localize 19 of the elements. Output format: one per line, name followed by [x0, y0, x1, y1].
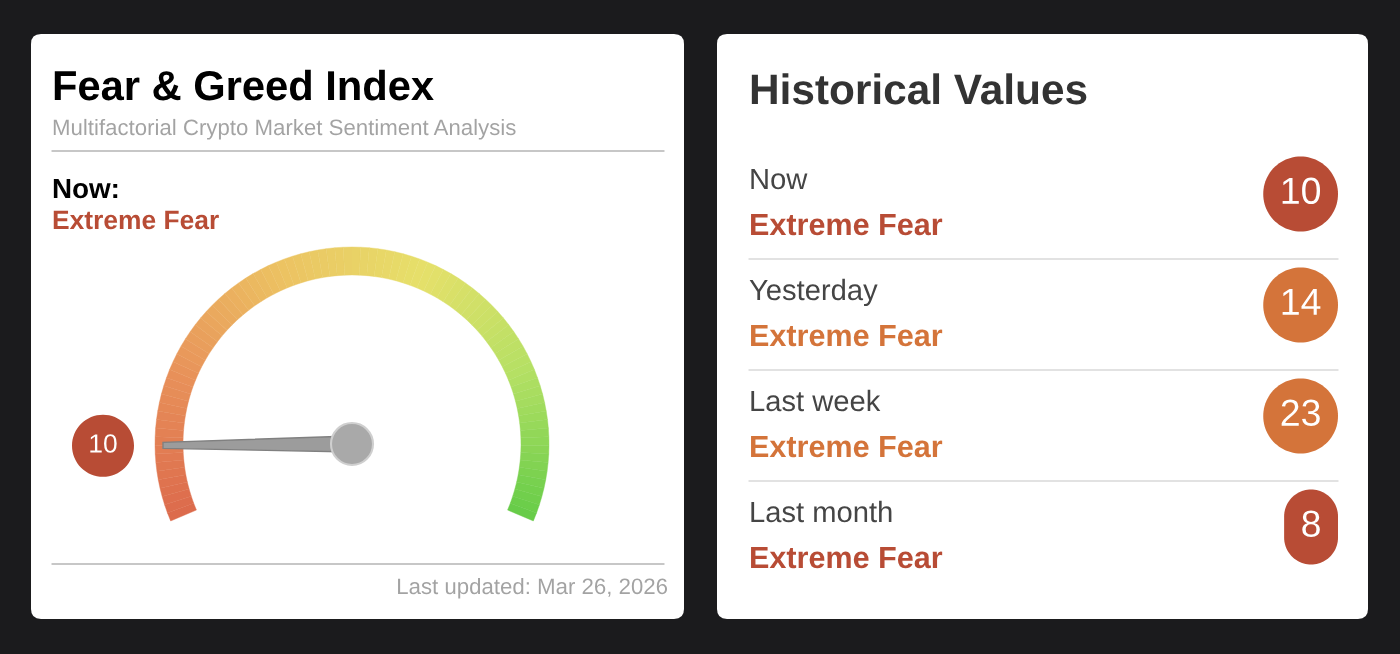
data-label: 10 [90, 434, 117, 453]
text: Extreme Fear [751, 546, 943, 569]
text: Extreme Fear [751, 213, 943, 236]
text: Extreme Fear [751, 324, 943, 347]
text: Now: [53, 178, 118, 199]
category-label: Extreme Fear [53, 210, 219, 230]
text: Extreme Fear [751, 435, 943, 458]
category-label: Yesterday [749, 278, 878, 307]
category-label: Now [751, 168, 808, 190]
text: Fear & Greed Index [54, 69, 434, 101]
data-label: 8 [1302, 510, 1320, 538]
text: Last updated: Mar 26, 2026 [398, 577, 668, 599]
data-label: 23 [1281, 399, 1320, 427]
data-label: 14 [1282, 288, 1321, 315]
text: Multifactorial Crypto Market Sentiment Analysis [53, 118, 516, 140]
data-label: 10 [1282, 177, 1321, 205]
category-label: Last month [751, 500, 892, 523]
text: Historical Values [751, 73, 1087, 105]
category-label: Last week [751, 389, 881, 412]
